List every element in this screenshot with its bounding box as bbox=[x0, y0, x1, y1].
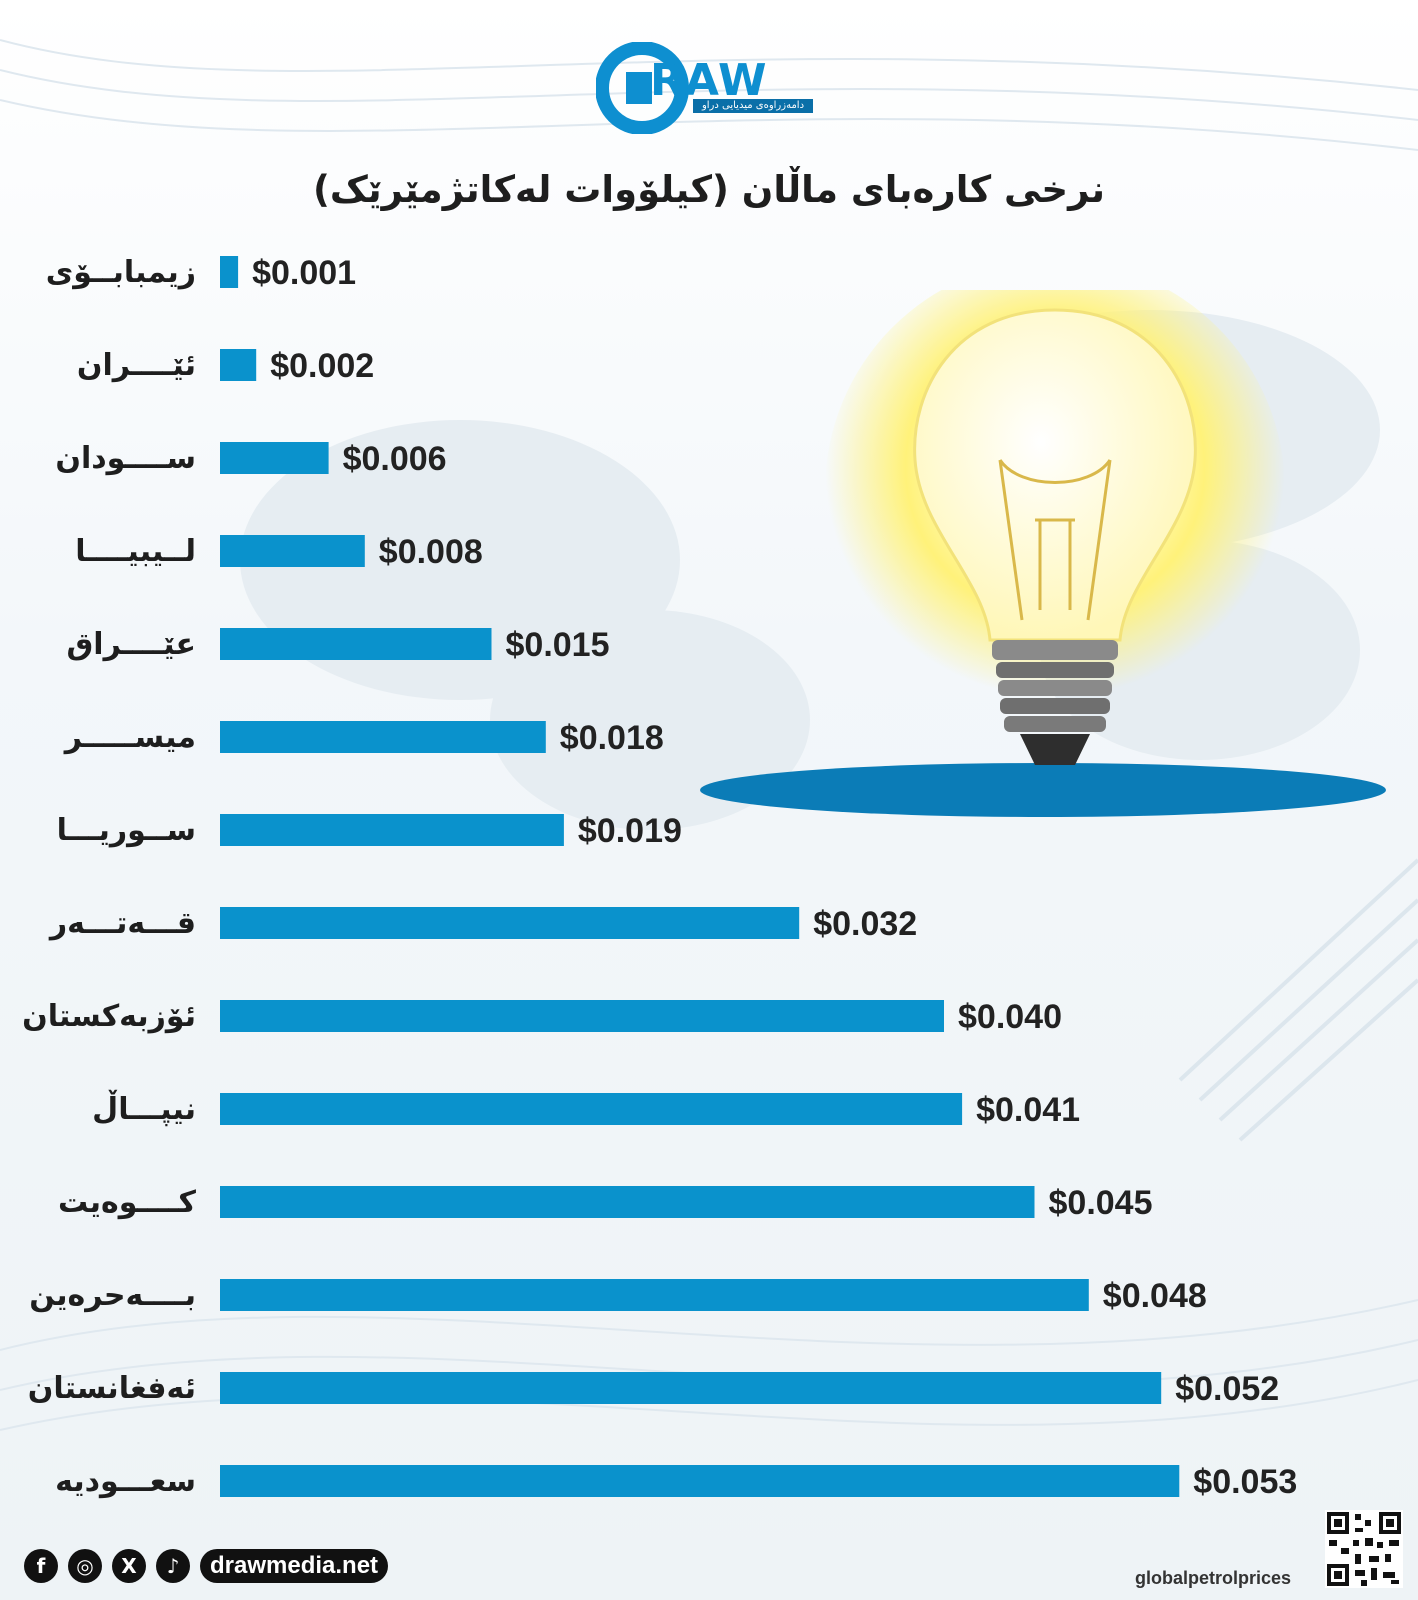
category-label-7: ســوریـــا bbox=[57, 813, 196, 848]
value-label-7: $0.019 bbox=[578, 812, 682, 850]
logo-tagline: دامەزراوەی میدیایی دراو bbox=[693, 99, 813, 113]
x-icon[interactable]: X bbox=[112, 1549, 146, 1583]
value-label-3: $0.006 bbox=[343, 440, 447, 478]
bar-12 bbox=[220, 1279, 1089, 1311]
bar-2 bbox=[220, 349, 257, 381]
source-label: globalpetrolprices bbox=[1135, 1568, 1292, 1588]
facebook-icon[interactable]: f bbox=[24, 1549, 58, 1583]
chart-title: نرخی کارەبای ماڵان (کیلۆوات لەکاتژمێرێک) bbox=[312, 168, 1105, 211]
bar-10 bbox=[220, 1093, 963, 1125]
value-label-13: $0.052 bbox=[1175, 1370, 1279, 1408]
bar-11 bbox=[220, 1186, 1035, 1218]
category-label-14: سعـــودیە bbox=[55, 1464, 196, 1499]
bar-3 bbox=[220, 442, 329, 474]
value-label-6: $0.018 bbox=[560, 719, 664, 757]
bar-1 bbox=[220, 256, 239, 288]
website-link[interactable]: drawmedia.net bbox=[200, 1549, 389, 1583]
footer-social: f ◎ X ♪ drawmedia.net bbox=[24, 1546, 389, 1586]
tiktok-icon[interactable]: ♪ bbox=[156, 1549, 190, 1583]
category-label-6: میســـــر bbox=[63, 720, 196, 755]
bar-9 bbox=[220, 1000, 944, 1032]
value-label-1: $0.001 bbox=[252, 254, 356, 292]
category-label-8: قـــەتـــەر bbox=[48, 906, 196, 941]
bar-4 bbox=[220, 535, 365, 567]
category-label-2: ئێــــران bbox=[77, 348, 196, 383]
value-label-10: $0.041 bbox=[976, 1091, 1080, 1129]
instagram-icon[interactable]: ◎ bbox=[68, 1549, 102, 1583]
category-label-4: لــيبيــــا bbox=[75, 534, 196, 569]
bar-5 bbox=[220, 628, 492, 660]
logo-text: RAW bbox=[650, 55, 768, 106]
value-label-5: $0.015 bbox=[506, 626, 610, 664]
category-label-3: ســــودان bbox=[55, 441, 196, 476]
value-label-4: $0.008 bbox=[379, 533, 483, 571]
category-label-5: عێــــراق bbox=[66, 627, 196, 662]
category-label-12: بــــەحرەین bbox=[29, 1278, 196, 1313]
category-label-1: زیمبابــۆی bbox=[46, 255, 196, 290]
bar-8 bbox=[220, 907, 800, 939]
bar-14 bbox=[220, 1465, 1180, 1497]
category-label-13: ئەفغانستان bbox=[28, 1371, 196, 1406]
category-label-10: نیپـــاڵ bbox=[92, 1089, 196, 1127]
value-label-8: $0.032 bbox=[813, 905, 917, 943]
category-label-11: کــــوەیت bbox=[58, 1185, 197, 1220]
value-label-14: $0.053 bbox=[1193, 1463, 1297, 1501]
bar-13 bbox=[220, 1372, 1162, 1404]
bar-7 bbox=[220, 814, 564, 846]
draw-logo bbox=[596, 42, 689, 134]
qr-code bbox=[1325, 1510, 1403, 1588]
value-label-11: $0.045 bbox=[1049, 1184, 1153, 1222]
light-bulb-illustration bbox=[700, 290, 1386, 817]
value-label-12: $0.048 bbox=[1103, 1277, 1207, 1315]
value-label-9: $0.040 bbox=[958, 998, 1062, 1036]
bar-6 bbox=[220, 721, 546, 753]
value-label-2: $0.002 bbox=[270, 347, 374, 385]
category-label-9: ئۆزبەکستان bbox=[22, 999, 196, 1034]
